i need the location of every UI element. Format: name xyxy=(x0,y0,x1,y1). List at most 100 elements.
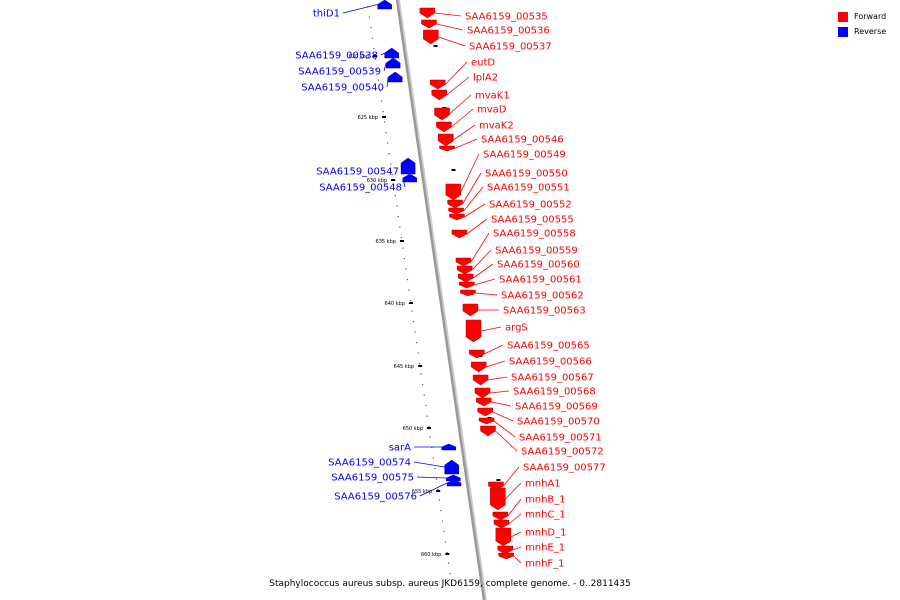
guide-dot xyxy=(376,69,378,71)
forward-gene-label: SAA6159_00555 xyxy=(491,215,574,226)
forward-gene-feature xyxy=(492,511,509,521)
guide-dot xyxy=(387,142,389,144)
reverse-gene-label: SAA6159_00575 xyxy=(331,473,414,484)
forward-gene-feature xyxy=(480,425,496,437)
forward-gene-leader xyxy=(503,466,520,487)
forward-gene-leader xyxy=(471,249,492,271)
forward-gene-label: SAA6159_00537 xyxy=(469,42,552,53)
guide-dot xyxy=(440,510,442,512)
tick-mark xyxy=(418,365,423,367)
reverse-gene-label: SAA6159_00548 xyxy=(319,183,402,194)
forward-gene-label: mvaD xyxy=(477,105,507,116)
forward-gene-label: SAA6159_00570 xyxy=(517,417,600,428)
forward-gene-label: SAA6159_00550 xyxy=(485,169,568,180)
forward-gene-label: SAA6159_00577 xyxy=(523,463,606,474)
guide-dot xyxy=(443,531,445,533)
legend-label-forward: Forward xyxy=(854,12,887,21)
forward-tick xyxy=(451,169,456,171)
reverse-gene-feature xyxy=(377,0,392,10)
reverse-gene-label: sarA xyxy=(389,443,411,454)
genome-caption: Staphylococcus aureus subsp. aureus JKD6… xyxy=(269,579,631,589)
guide-dot xyxy=(437,489,439,491)
reverse-gene-feature xyxy=(446,479,462,487)
backbone-shadow xyxy=(397,0,487,600)
forward-gene-feature xyxy=(470,361,487,373)
guide-dot xyxy=(415,342,418,344)
guide-dot xyxy=(396,205,398,207)
guide-dot xyxy=(411,310,413,312)
reverse-gene-label: thiD1 xyxy=(313,9,340,20)
reverse-gene-label: SAA6159_00574 xyxy=(328,458,411,469)
forward-gene-feature xyxy=(459,281,475,289)
forward-gene-leader xyxy=(434,12,462,17)
forward-gene-label: SAA6159_00551 xyxy=(487,183,570,194)
forward-gene-label: SAA6159_00568 xyxy=(513,387,596,398)
forward-gene-leader xyxy=(512,546,522,551)
forward-gene-label: SAA6159_00563 xyxy=(503,306,586,317)
tick-label: 645 kbp xyxy=(394,364,414,370)
guide-dot xyxy=(397,216,399,218)
forward-gene-leader xyxy=(486,360,506,368)
forward-gene-label: SAA6159_00552 xyxy=(489,200,572,211)
guide-dot xyxy=(449,573,451,575)
forward-gene-feature xyxy=(445,183,462,201)
forward-gene-leader xyxy=(495,430,518,452)
forward-gene-leader xyxy=(513,555,522,564)
guide-dot xyxy=(406,279,409,281)
forward-gene-feature xyxy=(495,527,512,547)
forward-gene-label: SAA6159_00546 xyxy=(481,135,564,146)
forward-swatch xyxy=(838,11,848,22)
guide-dot xyxy=(402,247,404,249)
reverse-gene-leader xyxy=(402,177,406,188)
guide-dot xyxy=(431,447,433,449)
guide-dot xyxy=(446,552,448,554)
reverse-gene-leader xyxy=(419,482,448,497)
guide-dot xyxy=(426,415,428,417)
guide-dot xyxy=(377,79,380,81)
reverse-gene-leader xyxy=(386,76,389,88)
forward-gene-feature xyxy=(478,417,495,425)
forward-gene-feature xyxy=(448,207,464,215)
reverse-gene-leader xyxy=(400,165,403,172)
forward-gene-leader xyxy=(466,218,488,235)
tick-label: 630 kbp xyxy=(367,178,387,184)
forward-gene-leader xyxy=(470,232,490,263)
forward-gene-feature xyxy=(493,519,510,529)
guide-dot xyxy=(385,132,387,134)
tick-label: 660 kbp xyxy=(421,552,441,558)
guide-dot xyxy=(368,16,370,18)
reverse-gene-label: SAA6159_00576 xyxy=(334,492,417,503)
forward-gene-label: SAA6159_00536 xyxy=(467,26,550,37)
forward-gene-feature xyxy=(465,319,482,343)
guide-dot xyxy=(374,58,377,60)
guide-dot xyxy=(414,331,416,333)
tick-mark xyxy=(391,179,396,181)
forward-gene-label: mnhB_1 xyxy=(525,495,566,506)
forward-gene-feature xyxy=(460,289,476,297)
tick-mark xyxy=(373,55,378,57)
reverse-gene-label: SAA6159_00539 xyxy=(298,67,381,78)
guide-dot xyxy=(388,153,390,155)
tick-mark xyxy=(381,116,386,118)
forward-gene-leader xyxy=(444,61,468,85)
forward-gene-label: SAA6159_00558 xyxy=(493,229,576,240)
guide-dot xyxy=(393,184,395,186)
forward-gene-label: SAA6159_00549 xyxy=(483,150,566,161)
forward-gene-leader xyxy=(474,278,496,286)
guide-dot xyxy=(394,195,396,197)
forward-gene-label: lplA2 xyxy=(473,73,498,84)
forward-gene-feature xyxy=(423,29,439,45)
guide-dot xyxy=(412,321,415,323)
guide-dot xyxy=(441,520,444,522)
guide-dot xyxy=(373,48,375,50)
forward-gene-leader xyxy=(492,411,514,422)
guide-dot xyxy=(434,468,436,470)
forward-gene-feature xyxy=(449,213,465,221)
forward-gene-leader xyxy=(475,292,498,296)
tick-label: 635 kbp xyxy=(376,239,396,245)
guide-dot xyxy=(422,384,424,386)
forward-gene-feature xyxy=(497,545,513,555)
forward-gene-feature xyxy=(439,145,455,152)
forward-gene-feature xyxy=(458,273,474,283)
